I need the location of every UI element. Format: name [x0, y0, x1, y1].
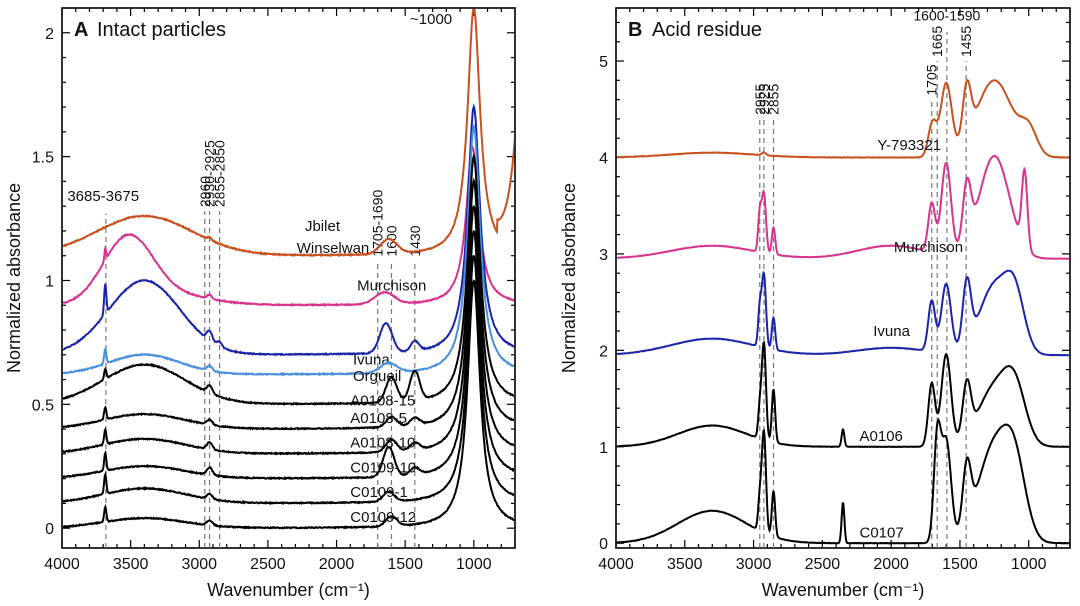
- plot-frame: [615, 7, 1071, 549]
- x-axis-label: Wavenumber (cm⁻¹): [207, 580, 370, 600]
- panel-a: 4000 3500 3000 2500 2000 1500 1000 0 0.5 1 1.5 2 Wav…: [4, 7, 516, 600]
- x-tick-label: 1500: [942, 556, 978, 573]
- x-tick-label: 1500: [387, 556, 423, 573]
- series-line: [63, 204, 514, 456]
- x-tick-label: 3000: [181, 556, 217, 573]
- panel-b: 4000 3500 3000 2500 2000 1500 1000 0 1 2 3 4 5 Wavenu…: [559, 7, 1071, 600]
- panel-letter: B: [628, 19, 642, 41]
- y-tick-label: 0: [45, 521, 54, 538]
- x-tick-label: 2000: [319, 556, 355, 573]
- series-line: [63, 177, 514, 431]
- series-line: [617, 417, 1069, 545]
- series-line: [63, 229, 514, 481]
- plot-frame: [61, 7, 516, 549]
- y-tick-label: 4: [599, 150, 608, 167]
- series-line: [63, 103, 514, 357]
- x-tick-label: 4000: [598, 556, 634, 573]
- reference-label: 1455: [958, 26, 974, 57]
- series-line: [63, 9, 514, 258]
- reference-label: 1705-1690: [370, 189, 386, 256]
- reference-label: 1600: [383, 225, 399, 256]
- x-tick-label: 2000: [873, 556, 909, 573]
- series-line: [617, 154, 1069, 260]
- x-tick-label: 3000: [736, 556, 772, 573]
- x-tick-label: 3500: [113, 556, 149, 573]
- series-label: Winselwan: [297, 240, 370, 257]
- series-label: A0106: [860, 428, 903, 445]
- reference-label: 3685-3675: [67, 188, 139, 205]
- series-label: Murchison: [894, 239, 963, 256]
- x-tick-label: 3500: [667, 556, 703, 573]
- reference-label: 1600-1590: [913, 8, 980, 24]
- series-line: [617, 340, 1069, 449]
- series-label: A0108-10: [350, 435, 415, 452]
- y-axis-label: Normalized absorbance: [4, 183, 24, 373]
- reference-label: 1665: [929, 26, 945, 57]
- x-tick-label: 2500: [805, 556, 841, 573]
- y-tick-label: 1: [45, 273, 54, 290]
- y-tick-label: 2: [45, 26, 54, 43]
- reference-label: 2930-2925: [202, 140, 218, 207]
- series-label: C0109-1: [350, 484, 408, 501]
- series-line: [63, 144, 514, 308]
- y-tick-label: 2: [599, 343, 608, 360]
- panel-letter: A: [74, 19, 88, 41]
- x-axis-label: Wavenumber (cm⁻¹): [762, 580, 925, 600]
- x-tick-label: 1000: [456, 556, 492, 573]
- series-line: [63, 152, 514, 406]
- series-label: Y-793321: [877, 137, 941, 154]
- series-label: C0109-10: [350, 459, 416, 476]
- series-label: Ivuna: [873, 323, 910, 340]
- y-tick-label: 1: [599, 440, 608, 457]
- panel-title: Acid residue: [652, 19, 762, 41]
- y-tick-label: 1.5: [32, 150, 54, 167]
- reference-label: 2855-2850: [212, 140, 228, 207]
- annotation: ~1000: [410, 11, 452, 28]
- series-label: C0107: [860, 524, 904, 541]
- y-tick-label: 3: [599, 247, 608, 264]
- x-tick-label: 2500: [250, 556, 286, 573]
- reference-label: 2925: [756, 84, 772, 115]
- series-line: [617, 79, 1069, 159]
- series-line: [63, 254, 514, 506]
- series-label: A0108-5: [350, 410, 407, 427]
- reference-label: 2960: [197, 176, 213, 207]
- series-line: [63, 123, 514, 377]
- reference-label: 1705: [924, 64, 940, 95]
- x-tick-label: 1000: [1011, 556, 1047, 573]
- y-tick-label: 0: [599, 536, 608, 553]
- series-label: Ivuna: [353, 352, 390, 369]
- reference-label: 1430: [407, 225, 423, 256]
- panel-title: Intact particles: [97, 19, 226, 41]
- y-axis-label: Normalized absorbance: [559, 183, 579, 373]
- series-line: [617, 269, 1069, 357]
- series-label: Murchison: [357, 277, 426, 294]
- y-tick-label: 0.5: [32, 397, 54, 414]
- series-label: Jbilet: [305, 218, 341, 235]
- y-tick-label: 5: [599, 54, 608, 71]
- series-label: A0108-15: [350, 393, 415, 410]
- reference-label: 2955: [752, 84, 768, 115]
- series-label: C0109-12: [350, 509, 416, 526]
- x-tick-label: 4000: [44, 556, 80, 573]
- series-line: [63, 279, 514, 530]
- reference-label: 2855: [766, 84, 782, 115]
